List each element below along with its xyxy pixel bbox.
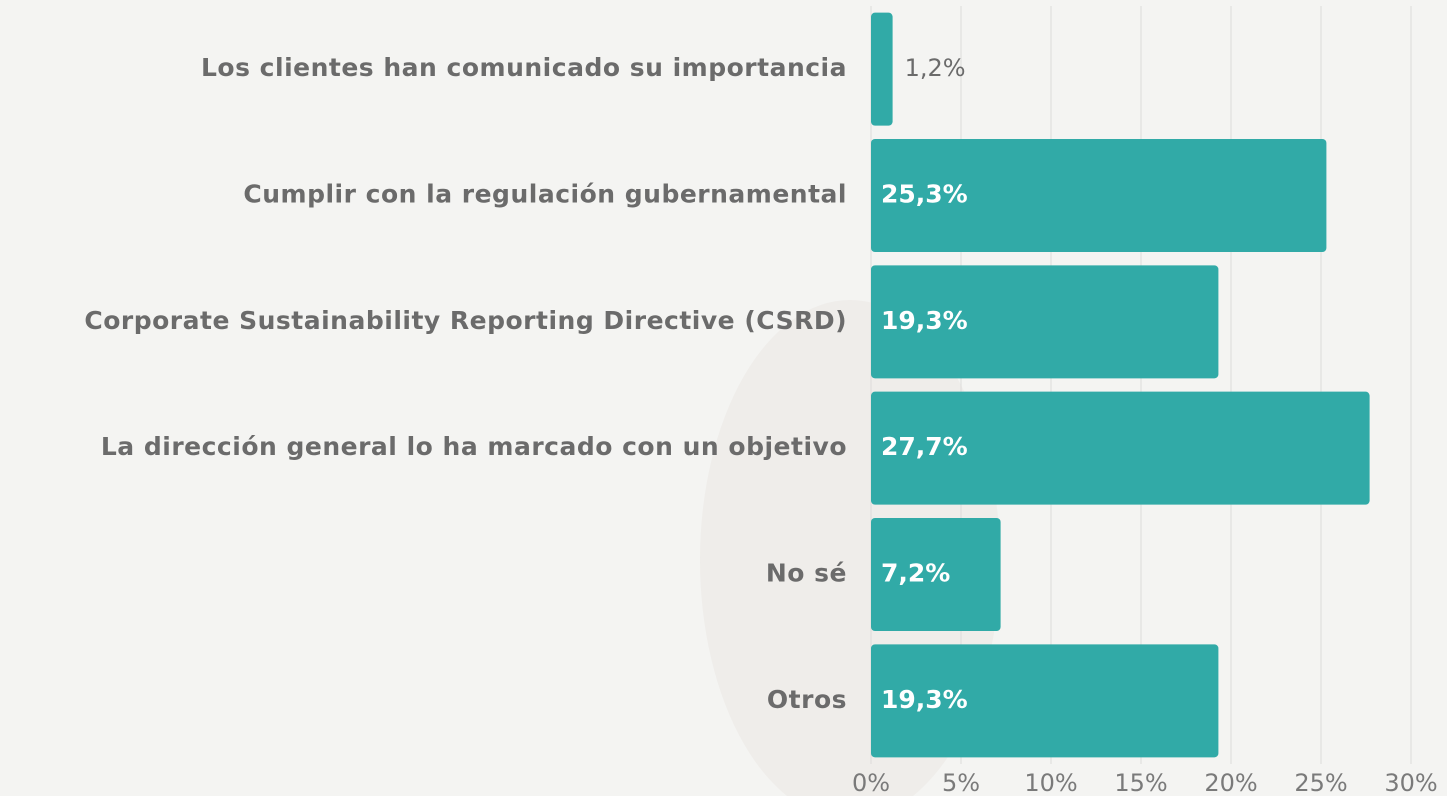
category-label: Los clientes han comunicado su importanc… — [201, 53, 847, 82]
category-label: La dirección general lo ha marcado con u… — [101, 432, 847, 461]
x-tick-label: 0% — [852, 769, 890, 796]
value-label: 7,2% — [881, 559, 950, 588]
category-label: Cumplir con la regulación gubernamental — [243, 180, 847, 209]
category-label: Otros — [767, 685, 847, 714]
x-tick-label: 30% — [1384, 769, 1437, 796]
x-tick-label: 25% — [1294, 769, 1347, 796]
value-label: 27,7% — [881, 432, 968, 461]
value-label: 19,3% — [881, 685, 968, 714]
value-label: 19,3% — [881, 306, 968, 335]
x-tick-label: 15% — [1114, 769, 1167, 796]
chart: 0% 5% 10% 15% 20% 25% 30% Los clientes han comu… — [0, 0, 1447, 796]
value-label: 1,2% — [905, 54, 966, 82]
bar — [871, 13, 893, 126]
x-tick-label: 20% — [1204, 769, 1257, 796]
x-tick-label: 10% — [1024, 769, 1077, 796]
value-label: 25,3% — [881, 180, 968, 209]
x-tick-label: 5% — [942, 769, 980, 796]
category-label: No sé — [766, 559, 847, 588]
page: {"chart_data": {"type": "bar", "orientat… — [0, 0, 1447, 796]
category-label: Corporate Sustainability Reporting Direc… — [84, 306, 847, 335]
